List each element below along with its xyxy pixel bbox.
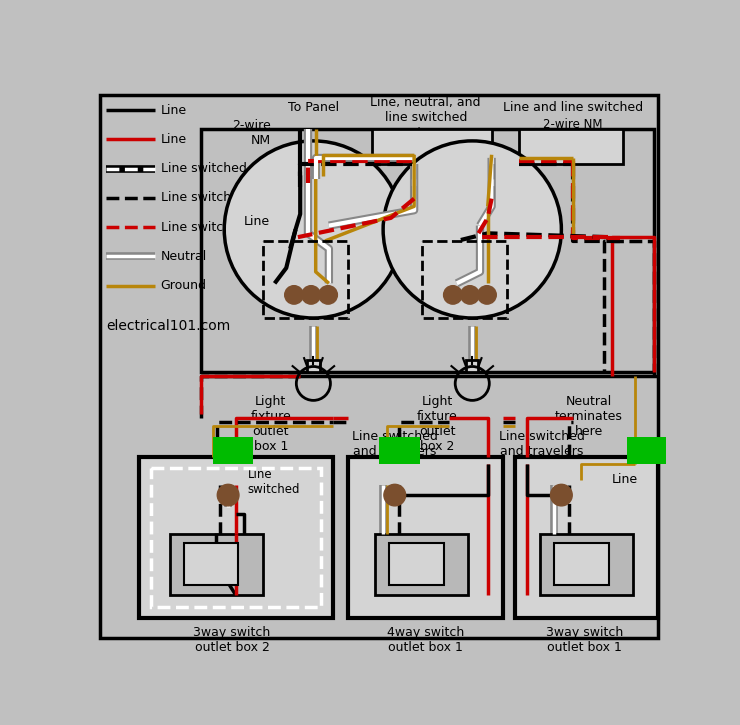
Text: electrical101.com: electrical101.com <box>107 319 231 333</box>
Text: A: A <box>224 441 241 460</box>
Text: Neutral
terminates
here: Neutral terminates here <box>554 395 622 438</box>
Text: 3-wire NM: 3-wire NM <box>396 127 455 140</box>
Bar <box>515 457 659 618</box>
Text: Ground: Ground <box>161 279 206 292</box>
Bar <box>628 436 667 464</box>
Bar <box>349 457 503 618</box>
Bar <box>519 129 623 164</box>
Text: Line switched
and travelers: Line switched and travelers <box>499 430 585 457</box>
Text: Line switched: Line switched <box>161 191 246 204</box>
Circle shape <box>384 484 406 506</box>
Text: Light
fixture
outlet
box 1: Light fixture outlet box 1 <box>250 395 291 453</box>
Text: Line switched
and travelers: Line switched and travelers <box>352 430 437 457</box>
Bar <box>212 436 253 464</box>
Text: Neutral: Neutral <box>161 250 207 263</box>
Bar <box>540 534 633 595</box>
Bar <box>371 129 491 164</box>
Text: 4way switch
outlet box 1: 4way switch outlet box 1 <box>387 626 465 654</box>
Bar <box>184 543 238 585</box>
Circle shape <box>285 286 303 304</box>
Text: Line, neutral, and
line switched: Line, neutral, and line switched <box>371 96 481 124</box>
Text: Line: Line <box>161 104 186 117</box>
Text: To Panel: To Panel <box>288 101 339 114</box>
Text: C: C <box>639 441 656 460</box>
Bar <box>263 241 349 318</box>
Bar <box>466 360 479 372</box>
Circle shape <box>224 141 403 318</box>
Text: Line and line switched: Line and line switched <box>503 101 643 114</box>
Circle shape <box>302 286 320 304</box>
Circle shape <box>551 484 572 506</box>
Circle shape <box>478 286 497 304</box>
Circle shape <box>383 141 562 318</box>
Bar <box>201 129 654 372</box>
Text: B: B <box>391 441 408 460</box>
Text: Light
fixture
outlet
box 2: Light fixture outlet box 2 <box>417 395 458 453</box>
Bar <box>375 534 468 595</box>
Bar <box>307 360 320 372</box>
Bar <box>380 436 420 464</box>
Bar <box>151 468 321 607</box>
Text: Line: Line <box>161 133 186 146</box>
Bar <box>139 457 333 618</box>
Text: 3way switch
outlet box 2: 3way switch outlet box 2 <box>193 626 271 654</box>
Circle shape <box>218 484 239 506</box>
Text: Line switched: Line switched <box>161 162 246 175</box>
Text: Line switched: Line switched <box>161 220 246 233</box>
Bar <box>422 241 507 318</box>
Text: Line
switched: Line switched <box>247 468 300 496</box>
Circle shape <box>443 286 462 304</box>
Text: 3way switch
outlet box 1: 3way switch outlet box 1 <box>546 626 623 654</box>
Circle shape <box>460 286 480 304</box>
Bar <box>389 543 443 585</box>
Text: 2-wire
NM: 2-wire NM <box>232 120 271 147</box>
Bar <box>170 534 263 595</box>
Text: Line: Line <box>612 473 638 486</box>
Bar <box>554 543 609 585</box>
Text: Line: Line <box>243 215 270 228</box>
Text: 2-wire NM: 2-wire NM <box>543 117 603 130</box>
Circle shape <box>319 286 337 304</box>
